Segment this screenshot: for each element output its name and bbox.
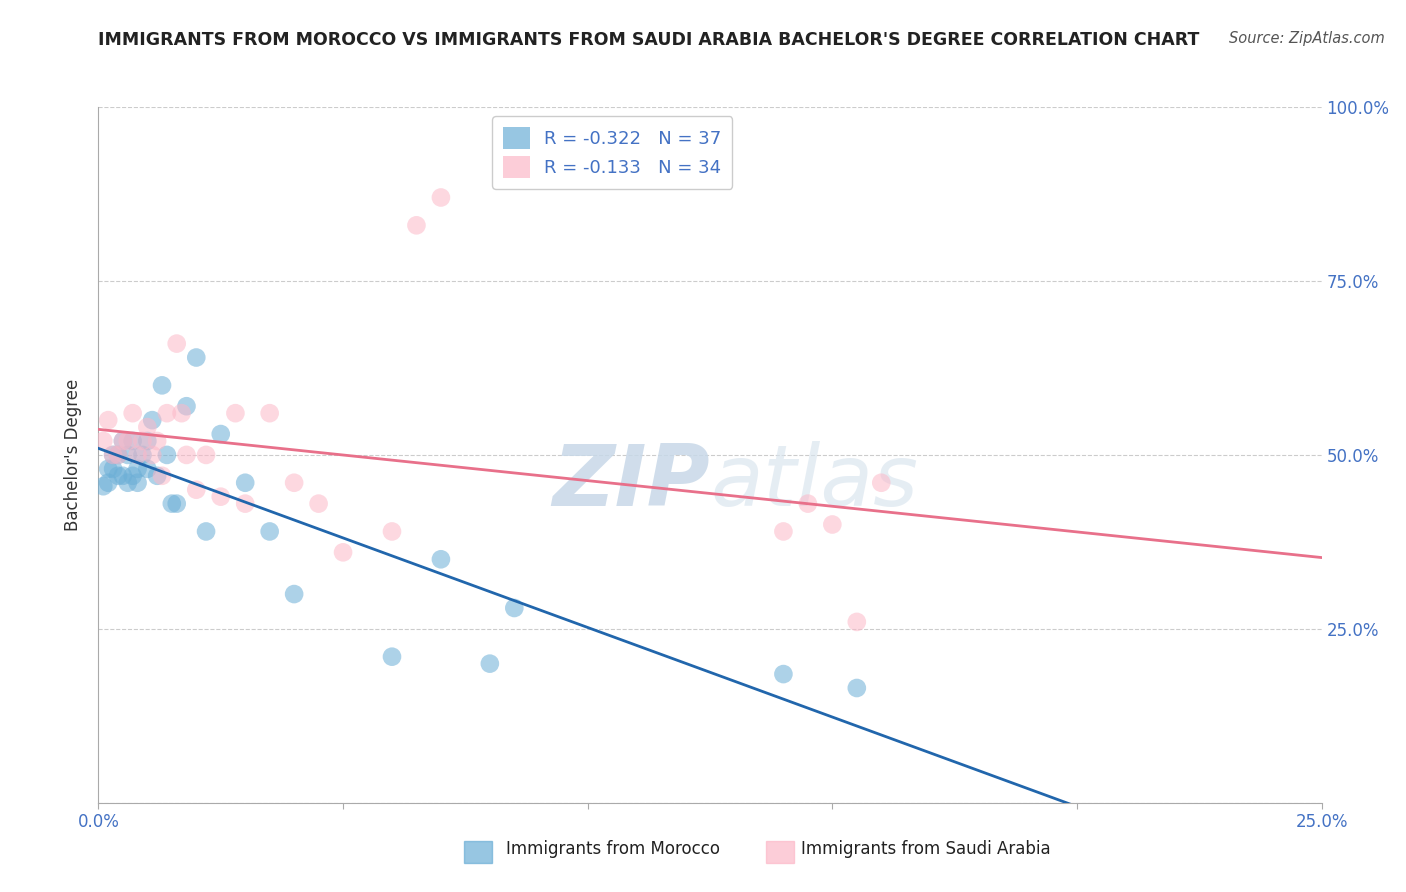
Point bbox=[170, 406, 193, 420]
Point bbox=[186, 483, 208, 497]
Point bbox=[127, 448, 149, 462]
Point bbox=[127, 475, 149, 490]
Point bbox=[117, 475, 139, 490]
Point bbox=[127, 462, 149, 476]
Point bbox=[772, 667, 794, 681]
Point bbox=[233, 475, 256, 490]
Point bbox=[156, 448, 179, 462]
Point bbox=[797, 497, 820, 511]
Point bbox=[146, 468, 169, 483]
Point bbox=[146, 434, 169, 448]
Point bbox=[503, 601, 526, 615]
Point bbox=[97, 462, 120, 476]
Point bbox=[150, 378, 173, 392]
Point bbox=[209, 427, 232, 442]
Text: atlas: atlas bbox=[710, 442, 918, 524]
Point bbox=[259, 524, 281, 539]
Point bbox=[97, 475, 120, 490]
Point bbox=[121, 406, 143, 420]
Point bbox=[117, 448, 139, 462]
Point bbox=[156, 406, 179, 420]
Point bbox=[160, 497, 183, 511]
Point bbox=[821, 517, 844, 532]
Text: Immigrants from Morocco: Immigrants from Morocco bbox=[506, 840, 720, 858]
Point bbox=[209, 490, 232, 504]
Text: Immigrants from Saudi Arabia: Immigrants from Saudi Arabia bbox=[801, 840, 1052, 858]
Text: IMMIGRANTS FROM MOROCCO VS IMMIGRANTS FROM SAUDI ARABIA BACHELOR'S DEGREE CORREL: IMMIGRANTS FROM MOROCCO VS IMMIGRANTS FR… bbox=[98, 31, 1199, 49]
Point bbox=[131, 448, 153, 462]
Point bbox=[478, 657, 501, 671]
Point bbox=[845, 681, 868, 695]
Point bbox=[845, 615, 868, 629]
Point bbox=[195, 524, 218, 539]
Point bbox=[332, 545, 354, 559]
Point bbox=[166, 336, 188, 351]
Point bbox=[136, 434, 159, 448]
Point bbox=[121, 468, 143, 483]
Point bbox=[101, 448, 124, 462]
Point bbox=[283, 475, 305, 490]
Point bbox=[186, 351, 208, 365]
Point bbox=[91, 479, 114, 493]
Point bbox=[91, 434, 114, 448]
Point bbox=[224, 406, 246, 420]
Point bbox=[121, 434, 143, 448]
Point bbox=[195, 448, 218, 462]
Point bbox=[131, 434, 153, 448]
Text: ZIP: ZIP bbox=[553, 442, 710, 524]
Point bbox=[150, 468, 173, 483]
Point bbox=[141, 448, 163, 462]
Point bbox=[233, 497, 256, 511]
Legend: R = -0.322   N = 37, R = -0.133   N = 34: R = -0.322 N = 37, R = -0.133 N = 34 bbox=[492, 116, 733, 189]
Point bbox=[176, 448, 198, 462]
Point bbox=[430, 190, 453, 204]
Point bbox=[111, 434, 134, 448]
Point bbox=[176, 399, 198, 413]
Point bbox=[136, 420, 159, 434]
Point bbox=[405, 219, 427, 233]
Point bbox=[97, 413, 120, 427]
Point bbox=[107, 468, 129, 483]
Point bbox=[107, 448, 129, 462]
Point bbox=[772, 524, 794, 539]
Point bbox=[117, 434, 139, 448]
Point bbox=[381, 524, 404, 539]
Point bbox=[166, 497, 188, 511]
Point bbox=[870, 475, 893, 490]
Point bbox=[136, 462, 159, 476]
Point bbox=[107, 448, 129, 462]
Point bbox=[111, 468, 134, 483]
Point bbox=[308, 497, 330, 511]
Point bbox=[101, 462, 124, 476]
Point bbox=[111, 434, 134, 448]
Text: Source: ZipAtlas.com: Source: ZipAtlas.com bbox=[1229, 31, 1385, 46]
Point bbox=[101, 448, 124, 462]
Point bbox=[283, 587, 305, 601]
Y-axis label: Bachelor's Degree: Bachelor's Degree bbox=[65, 379, 83, 531]
Point bbox=[259, 406, 281, 420]
Point bbox=[141, 413, 163, 427]
Point bbox=[381, 649, 404, 664]
Point bbox=[430, 552, 453, 566]
